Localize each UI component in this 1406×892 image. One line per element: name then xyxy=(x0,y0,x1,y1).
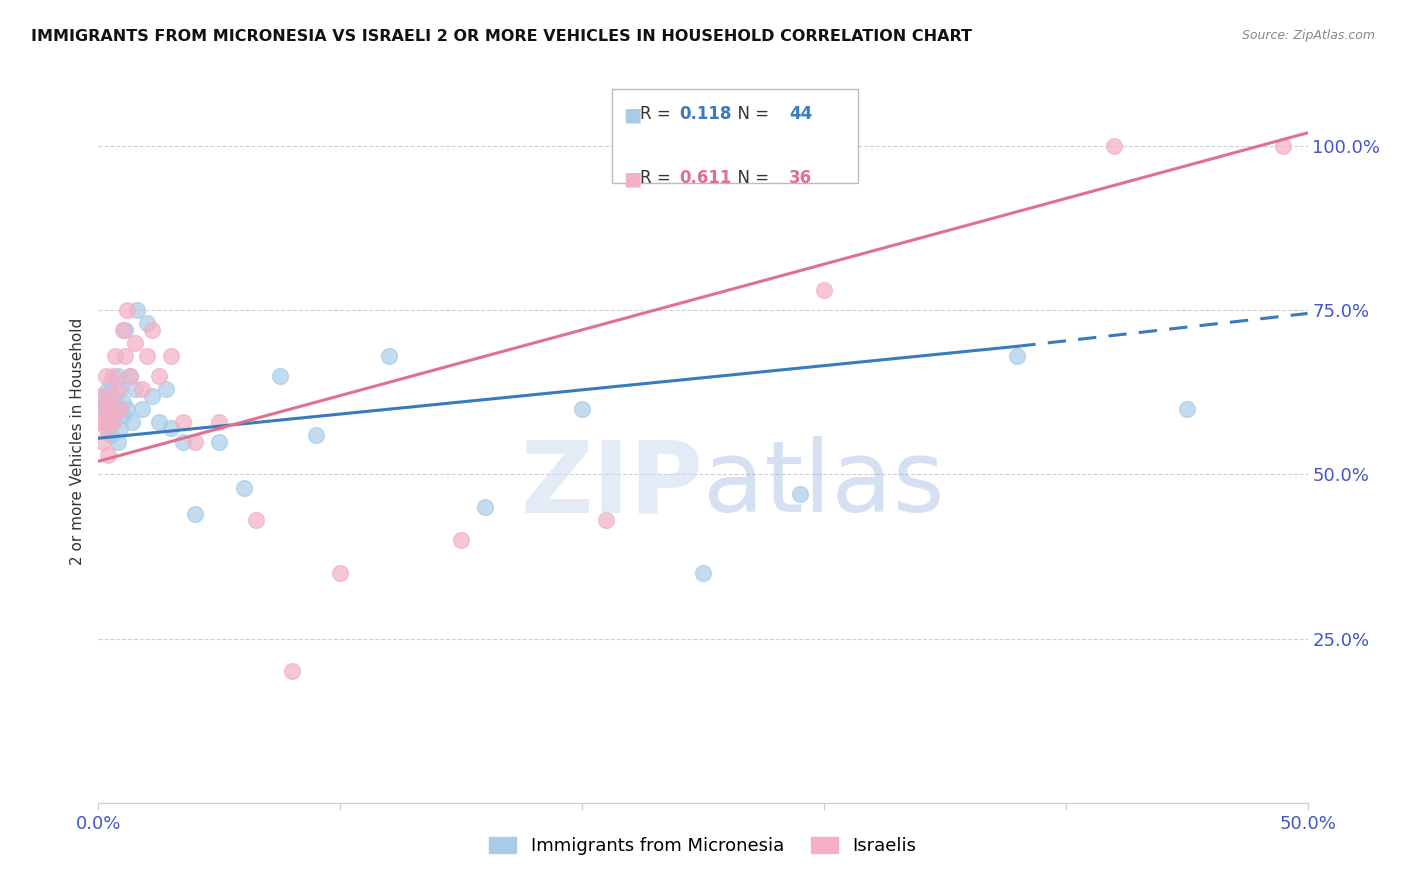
Point xyxy=(141,323,163,337)
Text: R =: R = xyxy=(640,169,676,187)
Point xyxy=(111,323,134,337)
Point xyxy=(117,303,139,318)
Point xyxy=(101,401,124,416)
Point xyxy=(121,415,143,429)
Point xyxy=(131,382,153,396)
Point xyxy=(329,566,352,580)
Point xyxy=(269,368,291,383)
Point xyxy=(1007,349,1029,363)
Point xyxy=(148,368,170,383)
Point xyxy=(94,395,117,409)
Point xyxy=(184,434,207,449)
Text: 0.118: 0.118 xyxy=(679,105,731,123)
Point xyxy=(124,336,146,351)
Point xyxy=(172,415,194,429)
Point xyxy=(101,368,124,383)
Point xyxy=(101,415,124,429)
Point xyxy=(692,566,714,580)
Point xyxy=(104,349,127,363)
Point xyxy=(117,401,139,416)
Point xyxy=(97,415,120,429)
Point xyxy=(90,401,112,416)
Point xyxy=(94,409,117,423)
Point xyxy=(131,401,153,416)
Point xyxy=(114,349,136,363)
Point xyxy=(135,349,157,363)
Text: 44: 44 xyxy=(789,105,813,123)
Point xyxy=(595,513,617,527)
Point xyxy=(107,382,129,396)
Point xyxy=(104,395,127,409)
Point xyxy=(571,401,593,416)
Point xyxy=(108,382,131,396)
Point xyxy=(91,401,114,416)
Point xyxy=(97,448,120,462)
Point xyxy=(101,415,124,429)
Y-axis label: 2 or more Vehicles in Household: 2 or more Vehicles in Household xyxy=(69,318,84,566)
Point xyxy=(90,415,112,429)
Text: N =: N = xyxy=(727,105,775,123)
Point xyxy=(107,368,129,383)
Point xyxy=(127,303,149,318)
Point xyxy=(97,382,120,396)
Point xyxy=(104,409,127,423)
Point xyxy=(94,421,117,435)
Point xyxy=(108,401,131,416)
Point xyxy=(281,665,304,679)
Point xyxy=(160,349,183,363)
Point xyxy=(97,421,120,435)
Point xyxy=(91,434,114,449)
Point xyxy=(1272,139,1295,153)
Point xyxy=(474,500,496,515)
Point xyxy=(245,513,267,527)
Point xyxy=(1102,139,1125,153)
Point xyxy=(108,421,131,435)
Point xyxy=(1175,401,1198,416)
Text: ■: ■ xyxy=(623,105,641,124)
Point xyxy=(100,401,122,416)
Text: 36: 36 xyxy=(789,169,811,187)
Legend: Immigrants from Micronesia, Israelis: Immigrants from Micronesia, Israelis xyxy=(482,830,924,863)
Point xyxy=(141,388,163,402)
Point xyxy=(94,368,117,383)
Point xyxy=(160,421,183,435)
Point xyxy=(100,428,122,442)
Point xyxy=(118,368,141,383)
Text: Source: ZipAtlas.com: Source: ZipAtlas.com xyxy=(1241,29,1375,42)
Point xyxy=(305,428,328,442)
Point xyxy=(184,507,207,521)
Text: IMMIGRANTS FROM MICRONESIA VS ISRAELI 2 OR MORE VEHICLES IN HOUSEHOLD CORRELATIO: IMMIGRANTS FROM MICRONESIA VS ISRAELI 2 … xyxy=(31,29,972,44)
Text: atlas: atlas xyxy=(703,436,945,533)
Text: 0.611: 0.611 xyxy=(679,169,731,187)
Text: ■: ■ xyxy=(623,169,641,188)
Point xyxy=(111,409,134,423)
Point xyxy=(789,487,811,501)
Text: N =: N = xyxy=(727,169,775,187)
Point xyxy=(208,415,231,429)
Text: ZIP: ZIP xyxy=(520,436,703,533)
Point xyxy=(232,481,254,495)
Point xyxy=(135,316,157,330)
Point xyxy=(114,323,136,337)
Point xyxy=(813,284,835,298)
Point xyxy=(208,434,231,449)
Point xyxy=(148,415,170,429)
Point xyxy=(91,388,114,402)
Point xyxy=(91,415,114,429)
Text: R =: R = xyxy=(640,105,676,123)
Point xyxy=(377,349,399,363)
Point xyxy=(118,368,141,383)
Point xyxy=(155,382,177,396)
Point xyxy=(107,434,129,449)
Point xyxy=(172,434,194,449)
Point xyxy=(90,388,112,402)
Point xyxy=(111,395,134,409)
Point xyxy=(100,376,122,390)
Point xyxy=(450,533,472,547)
Point xyxy=(100,388,122,402)
Point xyxy=(124,382,146,396)
